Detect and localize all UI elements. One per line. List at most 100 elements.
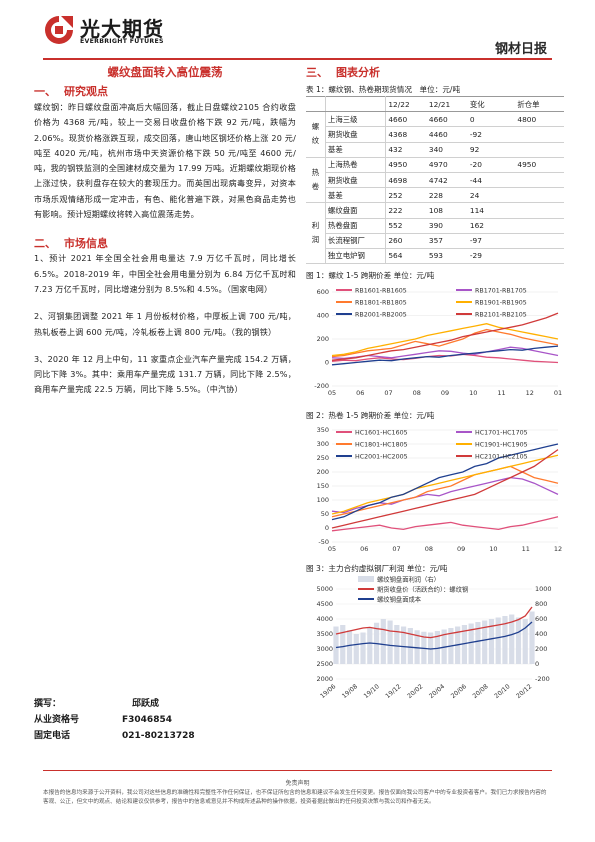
series-line [331, 454, 559, 515]
table-header-cell [325, 95, 387, 113]
chart2-caption: 图 2：热卷 1-5 跨期价差 单位：元/吨 [306, 411, 435, 421]
table-cell: 92 [467, 142, 516, 158]
table-cell: 4950 [515, 157, 564, 173]
profit-bar [407, 628, 413, 665]
profit-bar [461, 625, 468, 665]
x-tick-label: 09 [457, 545, 465, 553]
y-tick-label: 50 [321, 510, 329, 518]
profit-bar [400, 626, 407, 665]
y-left-tick-label: 3000 [316, 645, 333, 653]
profit-bar [488, 619, 495, 665]
x-tick-label: 10 [489, 545, 497, 553]
profit-bar [333, 626, 339, 665]
series-line [331, 449, 559, 529]
table-cell: 基差 [325, 187, 387, 204]
y-tick-label: 300 [317, 440, 329, 448]
profit-bar [515, 617, 522, 665]
cert-row: 从业资格号 F3046854 [34, 712, 296, 728]
profit-bar [380, 619, 386, 665]
legend-label: HC1601-HC1605 [355, 429, 408, 436]
x-tick-label: 09 [441, 389, 449, 397]
y-right-tick-label: -200 [535, 675, 550, 683]
table-row: 热卷盘面 552 390 162 [306, 218, 564, 234]
table-cell: 4698 [385, 172, 427, 189]
x-tick-label: 19/12 [384, 683, 402, 700]
table-cell: 基差 [325, 142, 387, 158]
y-tick-label: 400 [317, 312, 329, 320]
table-cell [515, 202, 564, 219]
market-news-item: 2、河钢集团调整 2021 年 1 月份板材价格，中厚板上调 700 元/吨，热… [34, 311, 296, 337]
x-tick-label: 05 [328, 389, 336, 397]
chart3-caption: 图 3：主力合约虚拟钢厂利润 单位：元/吨 [306, 564, 448, 574]
y-tick-label: 600 [317, 288, 329, 296]
market-news-list: 1、预计 2021 年全国全社会用电量达 7.9 万亿千瓦时，同比增长 6.5%… [34, 251, 296, 397]
profit-bar [475, 622, 481, 665]
y-tick-label: 150 [317, 482, 329, 490]
table-cell: 593 [426, 248, 468, 265]
section-title: 图表分析 [336, 66, 380, 79]
table-group-label: 利润 [306, 202, 326, 265]
y-tick-label: 0 [325, 359, 329, 367]
everbright-logo-icon [45, 16, 73, 44]
x-tick-label: 20/04 [428, 683, 446, 700]
phone-label: 固定电话 [34, 731, 71, 741]
x-tick-label: 12 [526, 389, 534, 397]
phone-value: 021-80213728 [122, 731, 195, 741]
section-heading-research: 一、 研究观点 [34, 83, 296, 98]
legend-label: RB1901-RB1905 [475, 299, 527, 306]
y-left-tick-label: 4000 [316, 615, 333, 623]
profit-bar [340, 625, 346, 665]
logo-text-cn: 光大期货 [80, 17, 164, 41]
header-divider [43, 58, 552, 60]
y-tick-label: 100 [317, 496, 329, 504]
y-tick-label: 200 [317, 468, 329, 476]
disclaimer-title: 免责声明 [285, 780, 310, 787]
series-line [335, 606, 533, 639]
legend-label: 螺纹钢盘面利润（右） [377, 575, 440, 583]
legend-label: HC2101-HC2105 [475, 453, 528, 460]
section-number: 一、 [34, 85, 56, 98]
table-row: 期货收盘 4698 4742 -44 [306, 172, 564, 189]
x-tick-label: 20/10 [493, 683, 511, 700]
table-cell: 4368 [385, 126, 427, 143]
table-row: 独立电炉钢 564 593 -29 [306, 248, 564, 265]
section-number: 三、 [306, 66, 328, 79]
series-line [331, 328, 559, 358]
table-cell: 108 [426, 202, 468, 219]
legend-label: 期货收盘价（活跃合约）：螺纹钢 [377, 584, 468, 593]
table-header-cell: 12/21 [426, 95, 468, 113]
price-table: 12/22 12/21 变化 折仓单螺纹上海三级 4660 4660 0 4800 期货收盘 43… [306, 95, 564, 265]
table-group-label: 热卷 [306, 157, 326, 204]
table-header-row: 12/22 12/21 变化 折仓单 [306, 95, 564, 113]
table-cell: 长流程钢厂 [325, 233, 387, 249]
profit-bar [414, 630, 420, 665]
table-cell: -29 [467, 248, 516, 265]
profit-bar [428, 632, 434, 665]
table-cell [515, 172, 564, 189]
y-right-tick-label: 0 [535, 660, 539, 668]
profit-bar [367, 628, 373, 665]
profit-bar [468, 623, 474, 665]
table-cell: 564 [385, 248, 427, 265]
table-cell: 热卷盘面 [325, 218, 387, 234]
y-tick-label: 0 [325, 524, 329, 532]
table-cell: 0 [467, 111, 516, 128]
table-cell: -97 [467, 233, 516, 249]
x-tick-label: 19/10 [363, 683, 381, 700]
y-left-tick-label: 5000 [316, 585, 333, 593]
legend-swatch [358, 576, 374, 583]
table-cell: 340 [426, 142, 468, 158]
chart2-hrc-spread: 350 300 250 200 150 100 50 0 -50 05 06 07 08 09 10 11 12… [306, 422, 564, 558]
table-header-cell: 折仓单 [515, 95, 564, 113]
market-news-item: 3、2020 年 12 月上中旬，11 家重点企业汽车产量完成 154.2 万辆… [34, 353, 296, 395]
author-row: 撰写： 邱跃成 [34, 696, 296, 712]
legend-label: RB1701-RB1705 [475, 287, 527, 294]
table-cell: 114 [467, 202, 516, 219]
x-tick-label: 10 [469, 389, 477, 397]
table-cell: 4660 [385, 111, 427, 128]
x-tick-label: 08 [413, 389, 421, 397]
y-left-tick-label: 2500 [316, 660, 333, 668]
table-cell: 222 [385, 202, 427, 219]
table-cell: -20 [467, 157, 516, 173]
